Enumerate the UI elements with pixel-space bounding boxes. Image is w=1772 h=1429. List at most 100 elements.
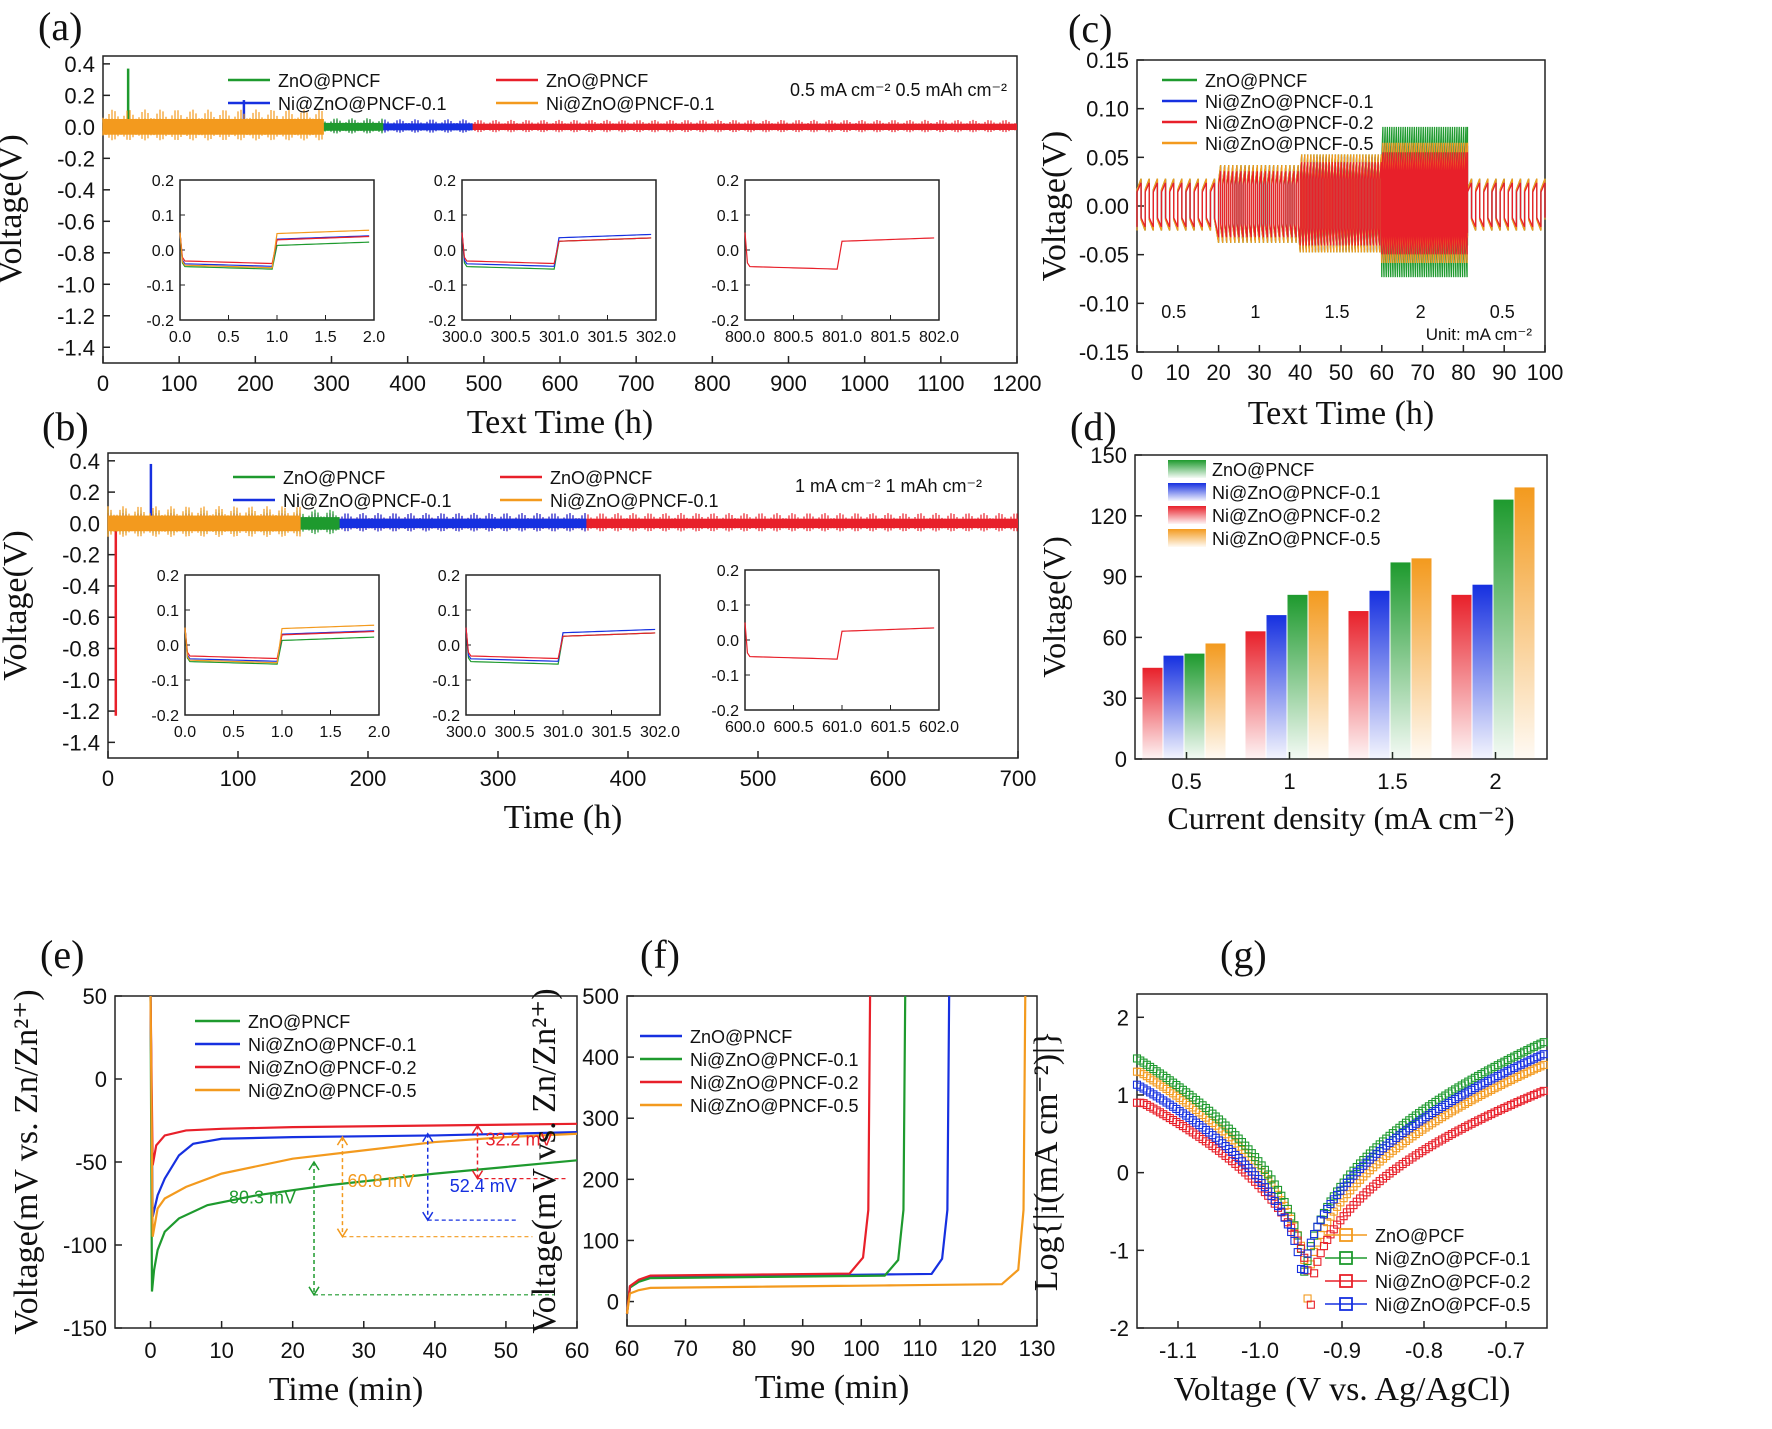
arrow-head <box>336 1135 349 1146</box>
x-axis-title: Voltage (V vs. Ag/AgCl) <box>1174 1371 1511 1408</box>
bar-green <box>1287 594 1308 759</box>
inset-x-tick-label: 800.0 <box>725 329 765 346</box>
inset-x-tick-label: 2.0 <box>363 329 385 346</box>
inset-y-tick-label: -0.2 <box>428 313 456 330</box>
inset-y-tick-label: 0.0 <box>717 633 739 650</box>
y-tick-label: 30 <box>1103 686 1127 711</box>
bar-orange <box>1411 558 1432 759</box>
y-tick-label: 0.2 <box>64 83 95 108</box>
tafel-point-orange <box>1316 1230 1325 1239</box>
annotation-label: 60.8 mV <box>347 1171 414 1191</box>
y-tick-label: -0.05 <box>1079 243 1129 268</box>
y-tick-label: 0.15 <box>1086 48 1129 73</box>
y-tick-label: 150 <box>1090 443 1127 468</box>
polarization-curve-green <box>149 995 578 1292</box>
panel-d: 0 30 60 90 120 150 0.5 1 1.5 2 Current density (mA… <box>1036 404 1548 836</box>
inset-frame <box>744 179 940 321</box>
panel-a: 0 100 200 300 400 500 600 700 800 900 1000 1100 1200… <box>0 4 1041 441</box>
y-axis-title: Voltage(mV vs. Zn/Zn²⁺) <box>526 988 563 1333</box>
legend-label: Ni@ZnO@PNCF-0.5 <box>248 1081 417 1101</box>
tafel-point-blue <box>1539 1050 1548 1059</box>
annotation-label: 32.2 mV <box>485 1129 552 1149</box>
x-tick-label: 0 <box>97 371 109 396</box>
x-tick-label: 1 <box>1283 769 1295 794</box>
x-tick-label: 60 <box>1370 360 1394 385</box>
y-tick-label: 0.4 <box>69 449 100 474</box>
inset-x-tick-label: 300.0 <box>442 329 482 346</box>
rate-step-label: 2 <box>1416 302 1426 322</box>
inset-x-tick-label: 1.0 <box>266 329 288 346</box>
bar-green <box>1493 499 1514 759</box>
legend-label: Ni@ZnO@PNCF-0.1 <box>248 1035 417 1055</box>
x-tick-label: 100 <box>161 371 198 396</box>
bar-orange <box>1308 590 1329 759</box>
x-tick-label: 300 <box>313 371 350 396</box>
x-tick-label: -0.7 <box>1487 1338 1525 1363</box>
legend-label: Ni@ZnO@PNCF-0.5 <box>690 1096 859 1116</box>
x-tick-label: 30 <box>352 1338 376 1363</box>
x-tick-label: 500 <box>465 371 502 396</box>
unit-note: Unit: mA cm⁻² <box>1426 325 1533 344</box>
y-tick-label: -1.2 <box>57 304 95 329</box>
legend-label: Ni@ZnO@PNCF-0.2 <box>248 1058 417 1078</box>
legend-label: ZnO@PNCF <box>1205 71 1307 91</box>
y-tick-label: -0.8 <box>62 637 100 662</box>
inset-y-tick-label: -0.1 <box>428 278 456 295</box>
inset-y-tick-label: -0.2 <box>432 708 460 725</box>
legend-label: ZnO@PNCF <box>690 1027 792 1047</box>
y-tick-label: -150 <box>63 1316 107 1341</box>
inset: 600.0 600.5 601.0 601.5 602.0 0.2 0.1 0.0 -0.1 -0… <box>711 563 959 736</box>
inset-x-tick-label: 1.5 <box>314 329 336 346</box>
legend-label: Ni@ZnO@PNCF-0.2 <box>1212 506 1381 526</box>
inset-x-tick-label: 0.5 <box>217 329 239 346</box>
inset-x-tick-label: 301.0 <box>543 724 583 741</box>
x-tick-label: 110 <box>902 1336 937 1361</box>
y-axis-title: Voltage(V) <box>0 530 34 680</box>
x-tick-label: 0 <box>102 766 114 791</box>
inset-y-tick-label: 0.1 <box>157 603 179 620</box>
tafel-point-blue <box>1303 1249 1312 1258</box>
bar-red <box>1245 631 1266 759</box>
x-tick-label: -1.1 <box>1159 1338 1197 1363</box>
inset-x-tick-label: 1.5 <box>319 724 341 741</box>
x-tick-label: 10 <box>209 1338 233 1363</box>
bar-red <box>1348 611 1369 759</box>
legend-label: ZnO@PNCF <box>546 71 648 91</box>
voltage-curve-green <box>625 995 907 1314</box>
x-tick-label: -0.9 <box>1323 1338 1361 1363</box>
y-tick-label: -0.10 <box>1079 291 1129 316</box>
y-tick-label: -1 <box>1109 1238 1129 1263</box>
arrow-head <box>308 1160 320 1171</box>
x-tick-label: 60 <box>565 1338 589 1363</box>
inset-trace-red <box>465 627 656 660</box>
inset-y-tick-label: 0.0 <box>152 243 174 260</box>
tafel-point-blue <box>1287 1227 1296 1237</box>
x-tick-label: 1100 <box>917 371 964 396</box>
bar-orange <box>1514 487 1535 759</box>
legend-label: Ni@ZnO@PNCF-0.1 <box>546 94 715 114</box>
legend-label: Ni@ZnO@PCF-0.1 <box>1375 1249 1531 1269</box>
x-tick-label: 20 <box>1206 360 1230 385</box>
rate-step-label: 1.5 <box>1324 302 1349 322</box>
bar-blue <box>1163 655 1184 759</box>
tafel-point-red <box>1539 1086 1548 1095</box>
voltage-curve-blue <box>625 995 951 1314</box>
inset-x-tick-label: 801.5 <box>870 329 910 346</box>
bar-orange <box>1205 643 1226 759</box>
inset-trace-red <box>744 232 935 270</box>
tafel-point-blue <box>1293 1248 1302 1257</box>
x-tick-label: 600 <box>870 766 907 791</box>
y-tick-label: 0 <box>1117 1161 1129 1186</box>
legend-swatch <box>1168 483 1206 501</box>
y-tick-label: -1.0 <box>62 668 100 693</box>
inset-x-tick-label: 301.5 <box>587 329 627 346</box>
inset-x-tick-label: 800.5 <box>773 329 813 346</box>
x-tick-label: 200 <box>350 766 387 791</box>
inset-trace-green <box>184 627 375 665</box>
annotation-label: 52.4 mV <box>450 1176 517 1196</box>
tafel-point-green <box>1313 1222 1322 1232</box>
y-tick-label: -0.4 <box>57 178 95 203</box>
inset-y-tick-label: 0.1 <box>434 208 456 225</box>
arrow-head <box>308 1286 320 1297</box>
y-tick-label: -0.6 <box>57 209 95 234</box>
